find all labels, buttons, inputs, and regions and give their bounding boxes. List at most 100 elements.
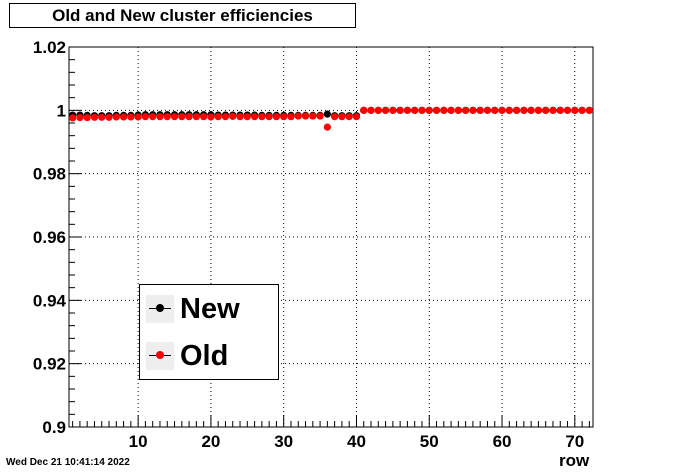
point-old-2 [76, 114, 84, 122]
x-tick-label: 50 [420, 432, 439, 451]
point-old-26 [250, 113, 259, 121]
chart-title: Old and New cluster efficiencies [9, 3, 356, 28]
y-tick-label: 1 [57, 101, 66, 120]
point-old-71 [578, 106, 586, 114]
point-old-27 [258, 113, 266, 121]
point-old-35 [316, 112, 324, 120]
point-old-9 [127, 113, 135, 121]
point-old-45 [389, 106, 397, 114]
x-axis-title: row [559, 451, 590, 470]
point-old-66 [542, 106, 550, 114]
point-old-39 [345, 113, 353, 121]
y-tick-label: 0.9 [42, 418, 66, 437]
point-old-42 [367, 106, 375, 114]
point-old-54 [454, 106, 462, 114]
point-old-49 [418, 106, 426, 114]
timestamp: Wed Dec 21 10:41:14 2022 [6, 457, 130, 468]
point-old-8 [119, 113, 128, 121]
point-old-67 [549, 106, 557, 114]
y-tick-label: 0.96 [33, 228, 66, 247]
point-old-28 [265, 113, 273, 121]
point-old-13 [156, 113, 164, 121]
point-old-65 [534, 106, 543, 114]
point-old-21 [214, 113, 222, 121]
x-tick-label: 20 [201, 432, 220, 451]
point-old-69 [563, 106, 572, 114]
point-old-47 [403, 106, 412, 114]
y-tick-label: 0.98 [33, 165, 66, 184]
x-tick-label: 30 [274, 432, 293, 451]
point-old-40 [352, 113, 361, 121]
point-old-44 [381, 106, 390, 114]
point-old-55 [462, 106, 470, 114]
point-old-58 [483, 106, 492, 114]
x-tick-label: 60 [493, 432, 512, 451]
point-old-7 [112, 113, 120, 121]
legend-label-new: New [180, 293, 240, 325]
point-old-64 [527, 106, 535, 114]
point-old-31 [287, 113, 295, 121]
point-old-1 [69, 114, 77, 122]
point-old-29 [272, 113, 281, 121]
point-old-22 [221, 113, 230, 121]
point-old-52 [440, 106, 448, 114]
point-old-17 [185, 113, 193, 121]
point-old-23 [229, 112, 237, 120]
point-old-50 [425, 106, 433, 114]
point-old-41 [360, 106, 368, 114]
point-old-4 [90, 113, 99, 121]
point-old-62 [512, 106, 521, 114]
point-old-70 [571, 106, 579, 114]
legend-entry-new: New [146, 290, 274, 328]
point-new-36 [323, 110, 331, 118]
legend-label-old: Old [180, 340, 229, 372]
point-old-30 [280, 113, 288, 121]
legend-marker-new [156, 304, 164, 312]
y-tick-label: 0.94 [33, 291, 67, 310]
data-points [69, 106, 593, 131]
point-old-10 [134, 113, 142, 121]
point-old-5 [98, 113, 106, 121]
point-old-38 [338, 113, 346, 121]
point-old-56 [469, 106, 477, 114]
point-old-14 [163, 113, 171, 121]
point-old-43 [374, 106, 382, 114]
point-old-16 [178, 113, 186, 121]
point-old-59 [491, 106, 499, 114]
y-tick-label: 0.92 [33, 355, 66, 374]
y-tick-label: 1.02 [33, 38, 66, 57]
legend-marker-old [156, 351, 164, 359]
point-old-6 [105, 113, 113, 121]
point-old-72 [585, 106, 593, 114]
point-old-20 [207, 113, 215, 121]
x-tick-label: 70 [565, 432, 584, 451]
point-old-37 [331, 113, 339, 121]
point-old-68 [556, 106, 564, 114]
point-old-32 [294, 112, 302, 120]
point-old-51 [432, 106, 441, 114]
point-old-60 [498, 106, 506, 114]
point-old-36 [323, 123, 331, 131]
point-old-63 [520, 106, 528, 114]
x-tick-label: 10 [129, 432, 148, 451]
point-old-25 [243, 113, 251, 121]
point-old-33 [301, 112, 310, 120]
point-old-48 [411, 106, 419, 114]
axes: 10 20 30 40 50 60 70 0.9 0.92 0.94 0.96 0.98 1 1.02 [33, 38, 594, 451]
x-tick-label: 40 [347, 432, 366, 451]
point-old-34 [309, 112, 317, 120]
point-old-15 [170, 113, 179, 121]
point-old-57 [476, 106, 484, 114]
point-old-61 [505, 106, 513, 114]
point-old-24 [236, 113, 244, 121]
point-old-11 [141, 113, 150, 121]
legend-entry-old: Old [146, 337, 274, 375]
legend: New Old [139, 284, 279, 380]
point-old-46 [396, 106, 404, 114]
point-old-53 [447, 106, 455, 114]
point-old-12 [149, 113, 157, 121]
point-old-19 [200, 113, 208, 121]
point-old-3 [83, 114, 91, 122]
point-old-18 [192, 113, 200, 121]
